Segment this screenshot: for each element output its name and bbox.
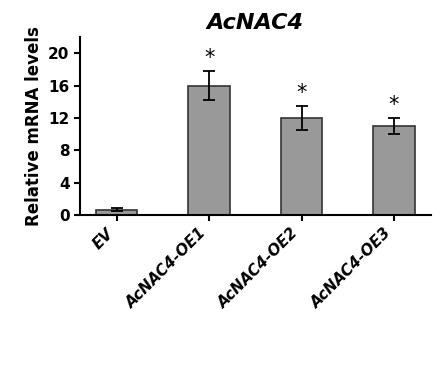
Bar <box>281 118 322 215</box>
Text: *: * <box>204 48 214 68</box>
Y-axis label: Relative mRNA levels: Relative mRNA levels <box>24 26 43 226</box>
Bar <box>96 210 138 215</box>
Text: *: * <box>389 95 399 115</box>
Text: *: * <box>296 83 307 103</box>
Bar <box>188 86 230 215</box>
Bar <box>373 126 415 215</box>
Title: AcNAC4: AcNAC4 <box>207 13 304 33</box>
